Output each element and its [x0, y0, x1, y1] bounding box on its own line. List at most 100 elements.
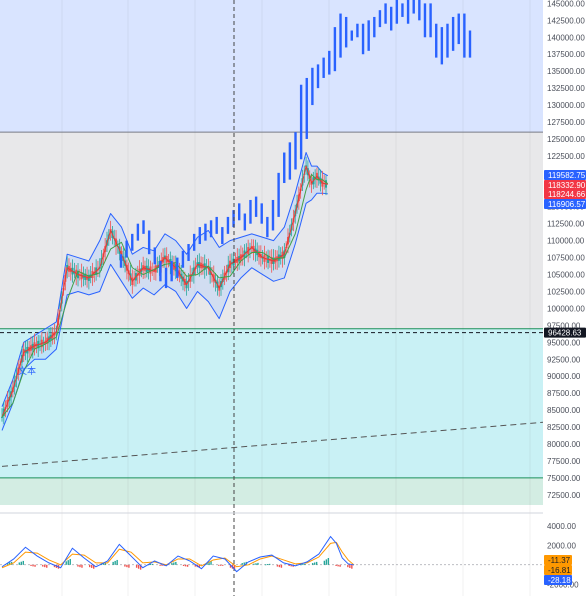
- signal-bar: [389, 6, 393, 31]
- histogram-bar: [198, 564, 200, 568]
- y-tick-label: 135000.00: [547, 67, 585, 76]
- histogram-bar: [267, 564, 269, 566]
- y-tick-label: 112500.00: [547, 220, 585, 229]
- histogram-bar: [349, 564, 351, 568]
- histogram-bar: [151, 563, 154, 565]
- histogram-bar: [53, 564, 56, 568]
- signal-bar: [283, 152, 286, 184]
- histogram-bar: [315, 561, 318, 565]
- histogram-bar: [91, 564, 93, 568]
- histogram-bar: [34, 564, 36, 567]
- histogram-bar: [175, 561, 177, 565]
- signal-bar: [457, 13, 460, 45]
- price-tag-label: 96428.63: [548, 329, 582, 338]
- signal-bar: [221, 227, 224, 245]
- signal-bar: [159, 260, 162, 282]
- signal-bar: [266, 216, 269, 238]
- signal-bar: [356, 23, 359, 38]
- histogram-bar: [116, 559, 118, 565]
- signal-bar: [153, 247, 156, 265]
- histogram-bar: [93, 564, 95, 569]
- histogram-bar: [229, 564, 232, 568]
- histogram-bar: [81, 564, 83, 568]
- y-tick-label: 75000.00: [547, 474, 581, 483]
- signal-bar: [260, 203, 263, 224]
- y-tick-label: 92500.00: [547, 355, 581, 364]
- histogram-bar: [89, 564, 91, 568]
- signal-bar: [238, 203, 241, 221]
- histogram-bar: [44, 564, 46, 568]
- zone-band: [0, 132, 543, 329]
- signal-bar: [305, 77, 308, 139]
- signal-bar: [136, 223, 140, 241]
- zone-band: [0, 328, 543, 478]
- y-tick-label: 107500.00: [547, 254, 585, 263]
- signal-bar: [406, 0, 410, 24]
- y-tick-label: 90000.00: [547, 372, 581, 381]
- trend-line: [1, 421, 544, 467]
- y-tick-label: 95000.00: [547, 338, 581, 347]
- price-axis[interactable]: 145000.00 142500.00 140000.00 137500.00 1350…: [543, 0, 587, 600]
- y-tick-label: 72500.00: [547, 491, 581, 500]
- price-tag: [544, 189, 586, 199]
- histogram-bar: [325, 559, 328, 565]
- histogram-bar: [347, 564, 349, 568]
- y-tick-label: 100000.00: [547, 304, 585, 313]
- macd-sub-pane: [0, 535, 543, 573]
- signal-bar: [451, 16, 455, 51]
- histogram-bar: [210, 560, 212, 565]
- value-tag-label: -11.37: [548, 556, 571, 565]
- y-tick-label: 77500.00: [547, 457, 581, 466]
- zone-band: [0, 477, 543, 505]
- histogram-bar: [327, 558, 330, 565]
- histogram-bar: [114, 560, 116, 565]
- signal-bar: [204, 223, 207, 241]
- signal-bar: [423, 3, 427, 38]
- signal-bar: [164, 267, 168, 289]
- histogram-bar: [32, 564, 34, 567]
- y-tick-label: 130000.00: [547, 101, 585, 110]
- ma-green-line: [1, 174, 329, 418]
- y-tick-label: 85000.00: [547, 406, 581, 415]
- histogram-bar: [292, 564, 294, 567]
- histogram-bar: [323, 560, 326, 565]
- signal-bar: [435, 23, 438, 58]
- histogram-bar: [243, 562, 245, 565]
- y-tick-label: 127500.00: [547, 118, 585, 127]
- histogram-bar: [46, 564, 48, 568]
- histogram-bar: [124, 564, 126, 567]
- histogram-bar: [171, 563, 173, 565]
- axis-background: [543, 0, 587, 600]
- signal-bar: [412, 0, 415, 14]
- signal-bar: [192, 233, 196, 251]
- signal-bar: [361, 23, 365, 55]
- signal-bar: [316, 64, 320, 89]
- candle-body: [1, 416, 3, 418]
- signal-bar: [339, 13, 342, 58]
- signal-bar: [181, 250, 185, 268]
- histogram-bar: [300, 564, 302, 566]
- price-tag-label: 119582.75: [548, 171, 586, 180]
- price-tag-label: 118244.66: [548, 190, 586, 199]
- histogram-bar: [182, 564, 185, 566]
- sub-y-tick-label: 2000.00: [547, 541, 576, 550]
- histogram-bar: [20, 561, 22, 565]
- signal-bar: [131, 233, 134, 251]
- y-tick-label: 125000.00: [547, 135, 585, 144]
- histogram-bar: [186, 564, 189, 567]
- signal-bar: [299, 84, 303, 160]
- signal-bar: [209, 220, 213, 238]
- macd-line: [1, 535, 355, 573]
- histogram-bar: [173, 562, 175, 565]
- histogram-bar: [233, 564, 236, 570]
- histogram-bar: [149, 564, 152, 566]
- histogram-bar: [69, 558, 71, 565]
- signal-bar: [243, 213, 247, 231]
- signal-bar: [294, 132, 297, 170]
- signal-bar: [446, 23, 449, 58]
- histogram-bar: [102, 563, 105, 565]
- signal-bar: [395, 0, 399, 24]
